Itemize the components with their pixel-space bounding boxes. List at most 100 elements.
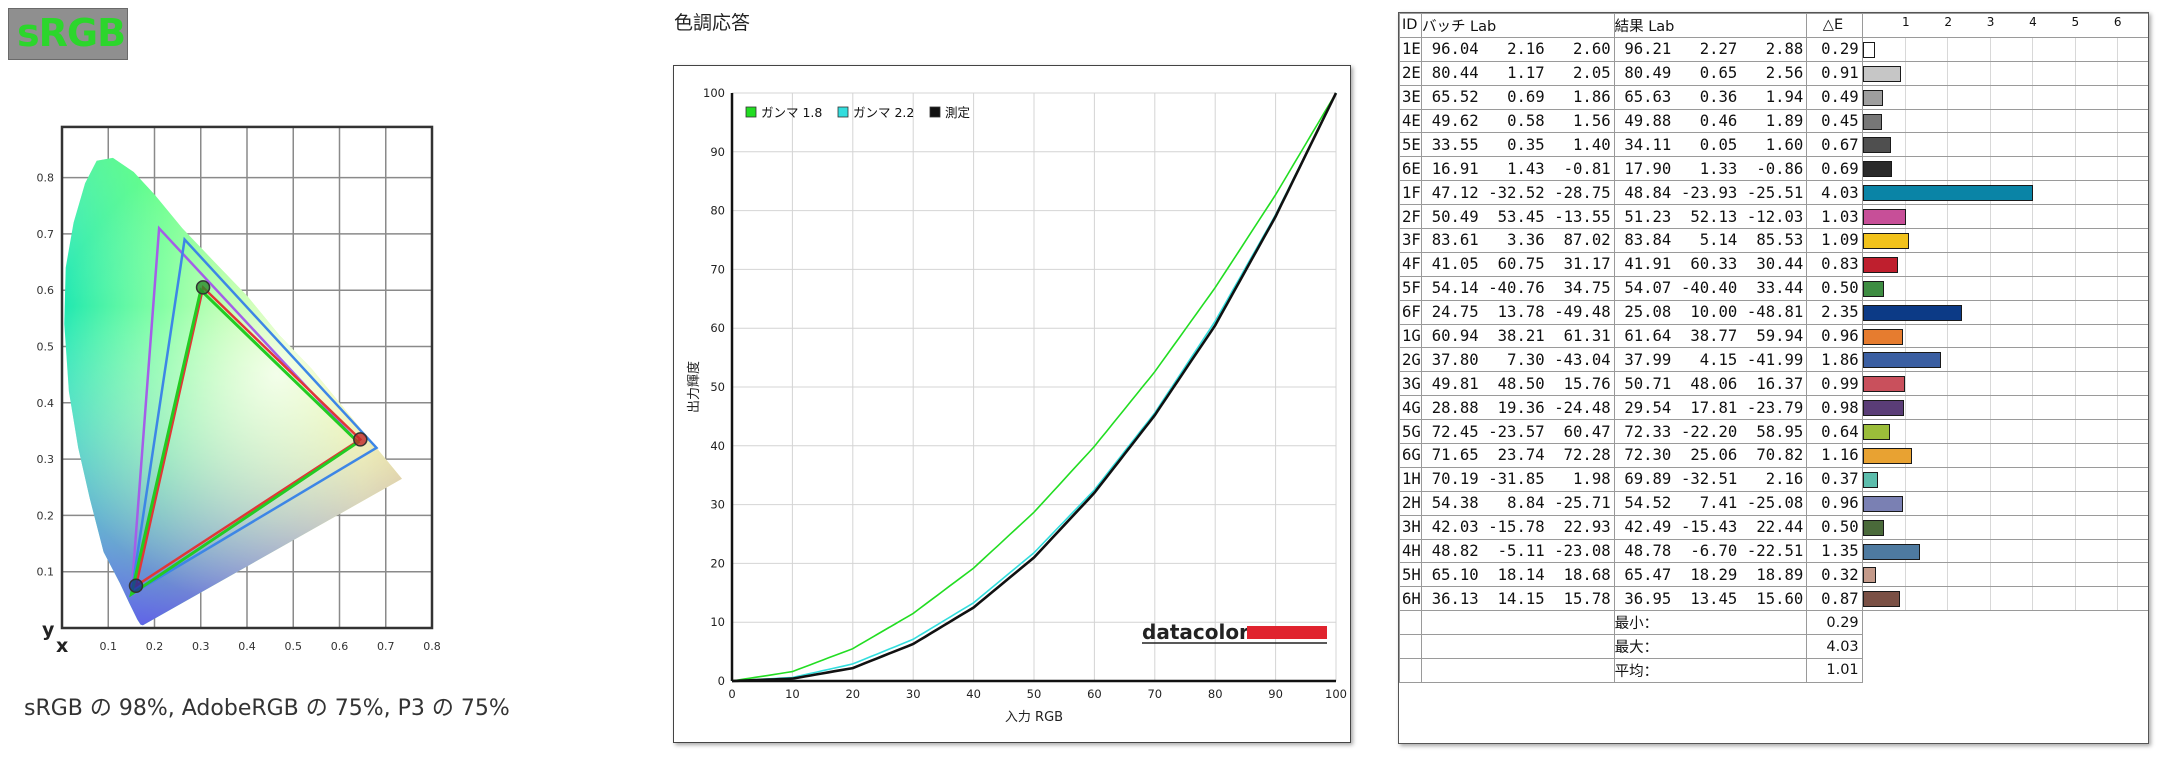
delta-e-value: 0.49 bbox=[1806, 84, 1863, 110]
bar-grid-line bbox=[1905, 277, 1907, 300]
bar-grid-line bbox=[2032, 62, 2034, 85]
delta-e-value: 0.32 bbox=[1806, 562, 1863, 588]
result-lab: 25.08 10.00 -48.81 bbox=[1613, 299, 1808, 325]
y-tick-label: 30 bbox=[710, 498, 725, 512]
reference-lab: 54.38 8.84 -25.71 bbox=[1420, 490, 1615, 516]
reference-lab: 49.62 0.58 1.56 bbox=[1420, 108, 1615, 134]
x-tick-label: 10 bbox=[785, 687, 800, 701]
lab-value: -5.11 bbox=[1497, 542, 1545, 561]
lab-value: 18.68 bbox=[1563, 565, 1611, 584]
lab-value: -40.40 bbox=[1680, 279, 1738, 298]
bar-grid-line bbox=[1989, 38, 1991, 61]
lab-value: 18.29 bbox=[1690, 565, 1738, 584]
reference-lab: 65.52 0.69 1.86 bbox=[1420, 84, 1615, 110]
coverage-text: sRGB の 98%, AdobeRGB の 75%, P3 の 75% bbox=[24, 696, 510, 721]
y-tick-label: 90 bbox=[710, 145, 725, 159]
lab-value: 2.16 bbox=[1507, 40, 1545, 59]
bar-grid-line bbox=[2074, 420, 2076, 443]
lab-value: 29.54 bbox=[1624, 398, 1672, 417]
gamma-chart-frame: 0 10 20 30 40 50 60 70 80 90 100 0 10 20 30 40 50 60 70 80 9… bbox=[673, 65, 1351, 743]
header-ref-lab: バッチ Lab bbox=[1420, 13, 1615, 38]
delta-e-bar-cell bbox=[1861, 347, 2148, 373]
table-row: 1E 96.04 2.16 2.60 96.21 2.27 2.88 0.29 bbox=[1399, 36, 2148, 62]
y-tick-label: 0.7 bbox=[37, 228, 55, 241]
bar-axis-tick: 3 bbox=[1986, 15, 1995, 29]
legend-label: ガンマ 2.2 bbox=[853, 105, 914, 120]
lab-value: 37.99 bbox=[1624, 350, 1672, 369]
delta-e-bar-cell bbox=[1861, 251, 2148, 277]
bar-grid-line bbox=[2032, 540, 2034, 562]
lab-value: 23.74 bbox=[1497, 446, 1545, 465]
bar-grid-line bbox=[1989, 468, 1991, 491]
reference-lab: 96.04 2.16 2.60 bbox=[1420, 36, 1615, 62]
bar-grid-line bbox=[2032, 229, 2034, 252]
row-id: 3E bbox=[1399, 84, 1422, 110]
table-row: 5G 72.45 -23.57 60.47 72.33 -22.20 58.95 0.64 bbox=[1399, 419, 2148, 445]
lab-value: 5.14 bbox=[1699, 231, 1738, 250]
bar-grid-line bbox=[1989, 157, 1991, 180]
bar-grid-line bbox=[2074, 205, 2076, 228]
delta-e-bar bbox=[1863, 89, 1884, 106]
reference-lab: 83.61 3.36 87.02 bbox=[1420, 228, 1615, 253]
lab-value: 61.64 bbox=[1624, 327, 1672, 346]
lab-value: -25.08 bbox=[1746, 494, 1804, 513]
bar-grid-line bbox=[1905, 38, 1907, 61]
y-tick-label: 0.1 bbox=[37, 566, 55, 579]
lab-value: 80.44 bbox=[1431, 64, 1479, 83]
lab-value: 16.91 bbox=[1431, 159, 1479, 178]
bar-grid-line bbox=[2074, 492, 2076, 515]
lab-value: 17.81 bbox=[1690, 398, 1738, 417]
x-tick-label: 0.1 bbox=[100, 640, 118, 653]
reference-lab: 49.81 48.50 15.76 bbox=[1420, 371, 1615, 397]
lab-value: 7.41 bbox=[1699, 494, 1738, 513]
bar-grid-line bbox=[1905, 325, 1907, 347]
lab-value: 48.82 bbox=[1431, 542, 1479, 561]
result-lab: 72.33 -22.20 58.95 bbox=[1613, 419, 1808, 445]
table-row: 2F 50.49 53.45 -13.55 51.23 52.13 -12.03 1.03 bbox=[1399, 204, 2148, 230]
bar-grid-line bbox=[1989, 348, 1991, 371]
reference-lab: 42.03 -15.78 22.93 bbox=[1420, 514, 1615, 540]
bar-grid-line bbox=[2074, 253, 2076, 276]
delta-e-value: 0.96 bbox=[1806, 490, 1863, 516]
cie-chromaticity-panel: 0.1 0.2 0.3 0.4 0.5 0.6 0.7 0.8 0.1 0.2 0.3 0.4 0.5 0… bbox=[0, 0, 660, 761]
primary-marker bbox=[353, 432, 368, 447]
lab-value: 54.14 bbox=[1431, 279, 1479, 298]
reference-lab: 70.19 -31.85 1.98 bbox=[1420, 466, 1615, 492]
y-tick-label: 20 bbox=[710, 556, 725, 570]
lab-value: 38.21 bbox=[1497, 327, 1545, 346]
lab-value: 69.89 bbox=[1624, 470, 1672, 489]
bar-grid-line bbox=[2074, 348, 2076, 371]
bar-grid-line bbox=[2116, 301, 2118, 324]
delta-e-value: 0.50 bbox=[1806, 275, 1863, 301]
lab-value: -28.75 bbox=[1554, 183, 1611, 202]
bar-grid-line bbox=[1947, 540, 1949, 562]
lab-value: 72.45 bbox=[1431, 422, 1479, 441]
delta-e-bar bbox=[1863, 519, 1884, 536]
lab-value: -23.93 bbox=[1680, 183, 1738, 202]
lab-value: 19.36 bbox=[1497, 398, 1545, 417]
delta-e-bar bbox=[1863, 65, 1902, 82]
bar-grid-line bbox=[2032, 157, 2034, 180]
summary-label: 最小： bbox=[1613, 610, 1808, 636]
lab-value: -24.48 bbox=[1554, 398, 1611, 417]
row-id: 5E bbox=[1399, 132, 1422, 158]
bar-grid-line bbox=[1989, 325, 1991, 347]
lab-value: 85.53 bbox=[1756, 231, 1804, 250]
row-id: 4G bbox=[1399, 395, 1422, 421]
lab-value: 41.91 bbox=[1624, 255, 1672, 274]
y-axis-label: y bbox=[42, 619, 55, 641]
bar-axis-tick: 6 bbox=[2113, 15, 2122, 29]
lab-value: 0.46 bbox=[1699, 112, 1738, 130]
bar-axis-scale: 1234567 bbox=[1863, 14, 2148, 36]
bar-grid-line bbox=[2116, 372, 2118, 395]
lab-value: 49.81 bbox=[1431, 374, 1479, 393]
lab-value: -6.70 bbox=[1690, 542, 1738, 561]
y-tick-label: 0.5 bbox=[37, 341, 55, 354]
bar-grid-line bbox=[1989, 396, 1991, 419]
delta-e-bar-cell bbox=[1861, 180, 2148, 206]
delta-e-value: 1.35 bbox=[1806, 538, 1863, 564]
lab-value: -0.81 bbox=[1563, 159, 1611, 178]
summary-blank bbox=[1861, 610, 2148, 635]
x-axis-label: 入力 RGB bbox=[1005, 710, 1063, 725]
lab-value: 14.15 bbox=[1497, 589, 1545, 608]
